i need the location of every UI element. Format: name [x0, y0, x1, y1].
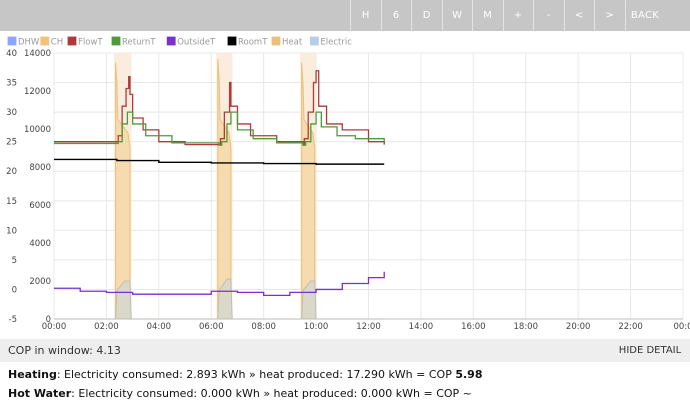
y-left-tick-label: -5 [9, 315, 17, 325]
y-right-tick-label: 10000 [24, 125, 51, 135]
range-month-button[interactable]: M [472, 0, 503, 31]
heating-summary: Heating: Electricity consumed: 2.893 kWh… [8, 368, 482, 381]
y-right-tick-label: 6000 [29, 201, 51, 211]
series-outsidet-line [54, 271, 385, 297]
toolbar: H 6 D W M + - < > BACK [0, 0, 690, 31]
hide-detail-button[interactable]: HIDE DETAIL [618, 345, 682, 356]
y-right-tick-label: 2000 [29, 277, 51, 287]
legend-swatch [166, 36, 176, 46]
hot-water-summary: Hot Water: Electricity consumed: 0.000 k… [8, 387, 472, 400]
series-flowt-line [54, 70, 385, 146]
y-right-tick-label: 14000 [24, 49, 51, 59]
series-returnt-line [54, 111, 385, 146]
legend-item-dhw[interactable]: DHW [7, 36, 40, 48]
legend-label: OutsideT [177, 38, 216, 48]
pan-right-button[interactable]: > [594, 0, 625, 31]
x-tick-label: 16:00 [461, 322, 486, 332]
legend-swatch [309, 36, 319, 46]
x-tick-label: 02:00 [94, 322, 119, 332]
legend-item-electric[interactable]: Electric [309, 36, 352, 48]
range-6h-button[interactable]: 6 [380, 0, 412, 31]
y-left-tick-label: 30 [6, 108, 17, 118]
x-tick-label: 22:00 [618, 322, 643, 332]
range-week-button[interactable]: W [441, 0, 473, 31]
x-tick-label: 10:00 [304, 322, 329, 332]
zoom-out-button[interactable]: - [533, 0, 564, 31]
legend-item-flowt[interactable]: FlowT [67, 36, 103, 48]
heating-text: : Electricity consumed: 2.893 kWh » heat… [56, 368, 456, 381]
y-right-tick-label: 0 [46, 315, 51, 325]
pan-left-button[interactable]: < [563, 0, 595, 31]
legend-item-heat[interactable]: Heat [271, 36, 303, 48]
chart: DHW CH FlowT ReturnT OutsideT RoomT Heat Electr… [6, 36, 690, 332]
hot-water-text: : Electricity consumed: 0.000 kWh » heat… [71, 387, 472, 400]
y-left-tick-label: 5 [12, 256, 17, 266]
zoom-in-button[interactable]: + [502, 0, 534, 31]
hot-water-label: Hot Water [8, 387, 72, 400]
legend-label: Electric [320, 38, 352, 48]
x-tick-label: 14:00 [409, 322, 434, 332]
y-left-tick-label: 20 [6, 167, 17, 177]
legend-label: RoomT [238, 38, 268, 48]
heating-label: Heating [8, 368, 57, 381]
legend-item-ch[interactable]: CH [40, 36, 63, 48]
back-button[interactable]: BACK [624, 0, 665, 31]
legend-swatch [67, 36, 77, 46]
legend-swatch [271, 36, 281, 46]
y-left-tick-label: 35 [6, 79, 17, 89]
legend-label: FlowT [78, 38, 103, 48]
y-right-tick-label: 8000 [29, 163, 51, 173]
heating-cop: 5.98 [455, 368, 483, 381]
y-left-tick-label: 10 [6, 226, 17, 236]
x-tick-label: 04:00 [147, 322, 172, 332]
range-hour-button[interactable]: H [350, 0, 381, 31]
legend-item-returnt[interactable]: ReturnT [111, 36, 156, 48]
legend-swatch [7, 36, 17, 46]
legend-swatch [227, 36, 237, 46]
series-roomt-line [54, 158, 385, 165]
y-right-tick-label: 4000 [29, 239, 51, 249]
legend-label: DHW [18, 38, 40, 48]
legend-label: CH [51, 38, 63, 48]
legend-item-roomt[interactable]: RoomT [227, 36, 268, 48]
y-left-tick-label: 0 [12, 285, 17, 295]
cop-window-text: COP in window: 4.13 [8, 344, 121, 357]
legend-swatch [111, 36, 121, 46]
legend-label: Heat [282, 38, 303, 48]
x-tick-label: 06:00 [199, 322, 224, 332]
x-tick-label: 00:00 [42, 322, 67, 332]
legend-item-outsidet[interactable]: OutsideT [166, 36, 216, 48]
x-tick-label: 20:00 [566, 322, 591, 332]
legend-swatch [40, 36, 50, 46]
x-tick-label: 12:00 [356, 322, 381, 332]
x-tick-label: 18:00 [514, 322, 539, 332]
y-right-tick-label: 12000 [24, 87, 51, 97]
y-left-tick-label: 25 [6, 138, 17, 148]
y-left-tick-label: 15 [6, 197, 17, 207]
range-day-button[interactable]: D [411, 0, 442, 31]
legend-label: ReturnT [122, 38, 156, 48]
x-tick-label: 08:00 [251, 322, 276, 332]
y-left-tick-label: 40 [6, 49, 17, 59]
electric-area [54, 278, 385, 320]
x-tick-label: 00:0 [673, 322, 690, 332]
cop-bar: COP in window: 4.13 HIDE DETAIL [0, 339, 690, 362]
